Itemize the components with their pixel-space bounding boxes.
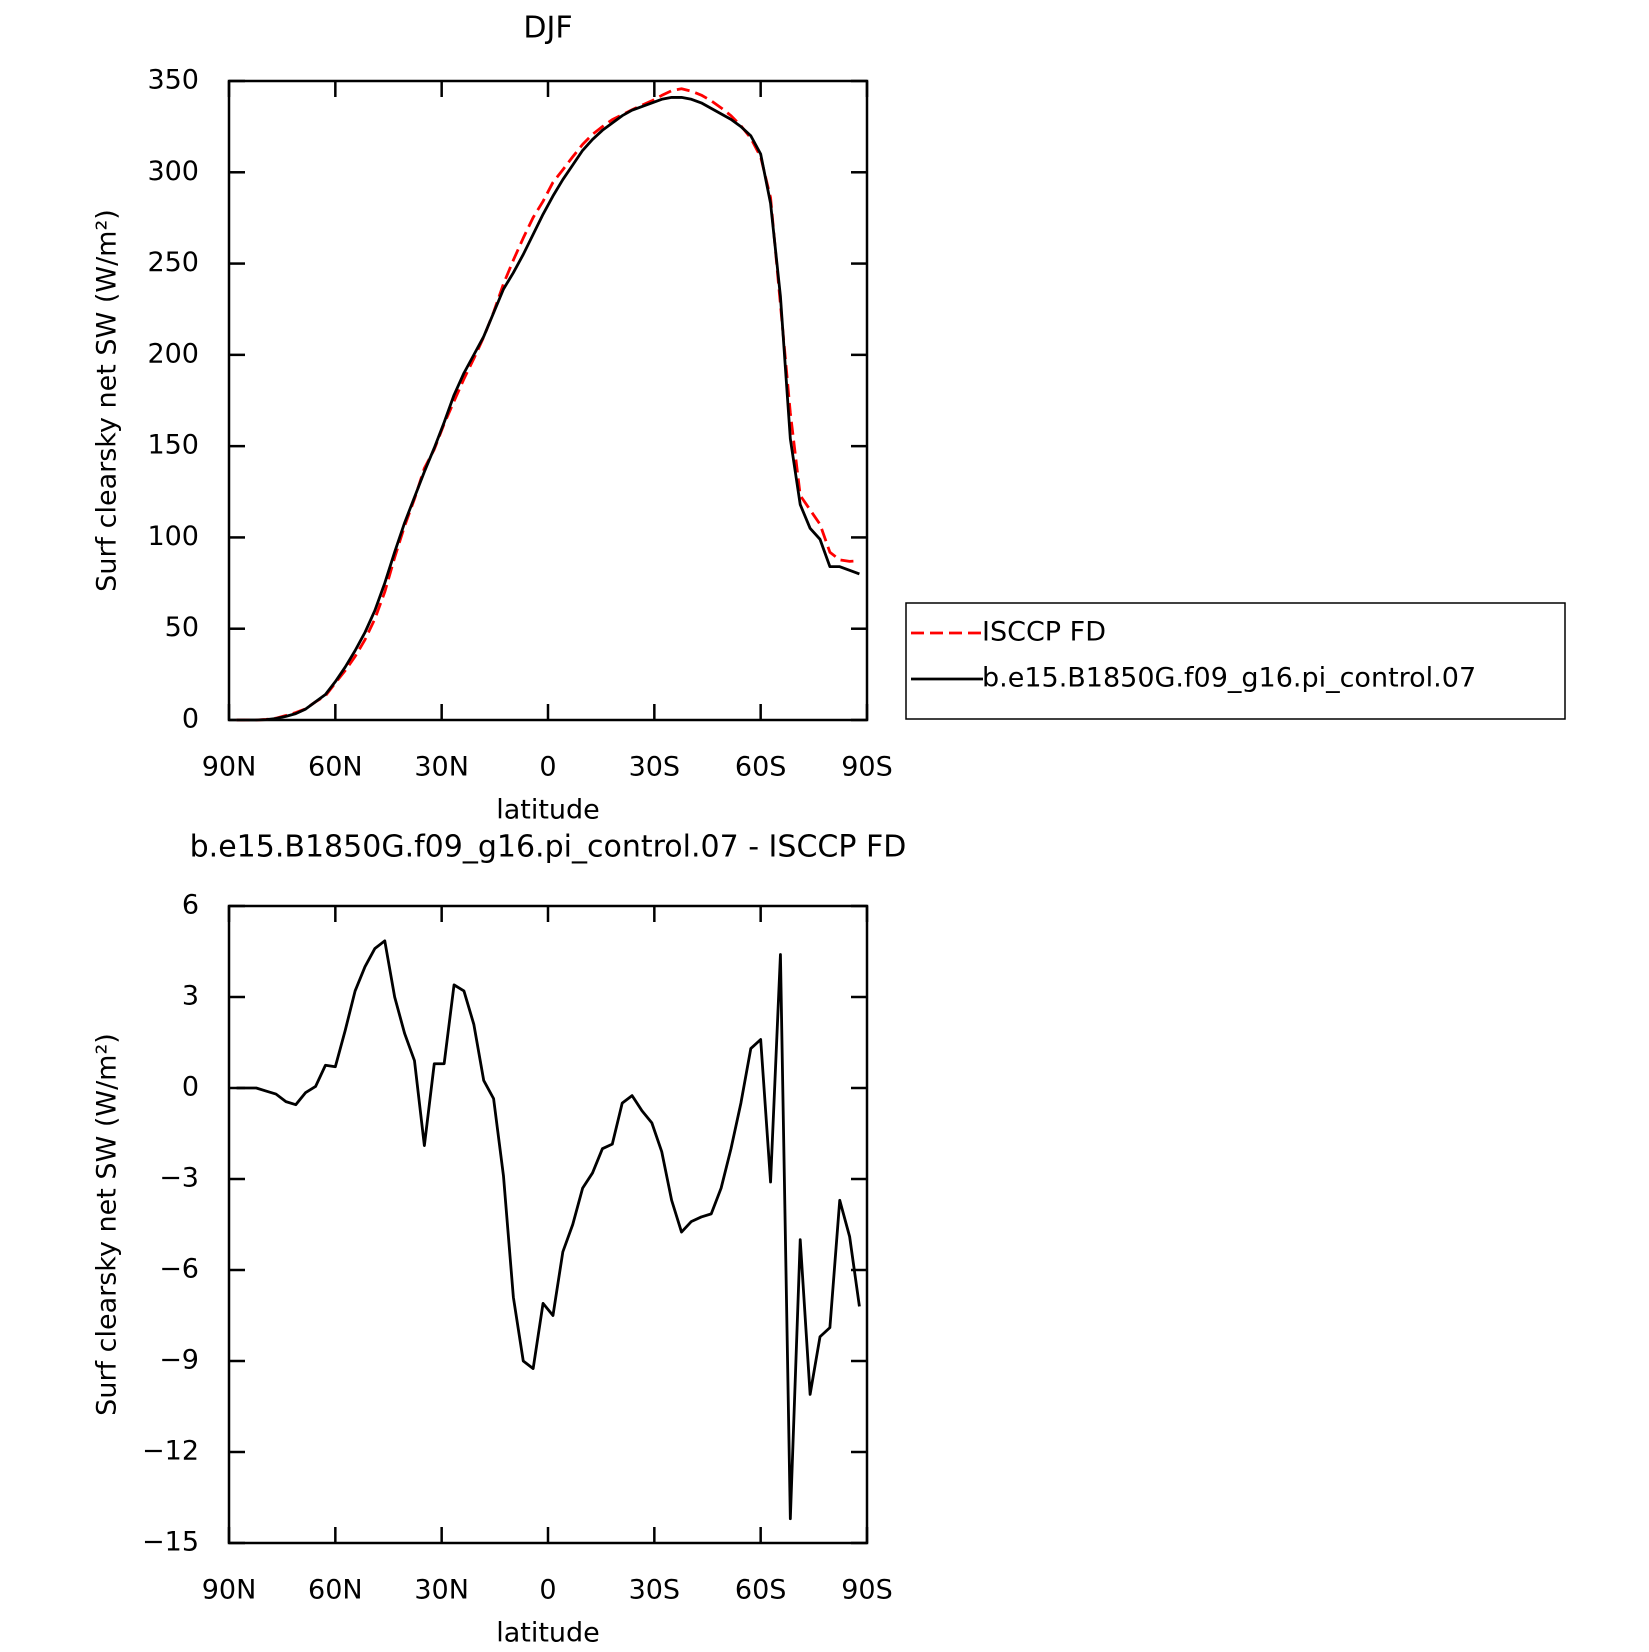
x-tick-label: 60N	[308, 1575, 363, 1606]
x-tick-label: 60S	[735, 1575, 787, 1606]
y-tick-label: 200	[147, 338, 199, 369]
y-tick-label: 3	[182, 981, 199, 1012]
y-axis-label: Surf clearsky net SW (W/m²)	[92, 209, 123, 592]
y-tick-label: −6	[159, 1254, 199, 1285]
y-tick-label: −15	[142, 1527, 199, 1558]
x-axis-label: latitude	[496, 1618, 600, 1649]
y-tick-label: 50	[165, 612, 199, 643]
y-tick-label: 150	[147, 430, 199, 461]
legend-label: ISCCP FD	[982, 617, 1106, 648]
x-tick-label: 30S	[629, 1575, 681, 1606]
y-tick-label: 350	[147, 65, 199, 96]
plot-frame	[227, 79, 869, 722]
legend-label: b.e15.B1850G.f09_g16.pi_control.07	[982, 663, 1476, 694]
plot-frame	[227, 904, 869, 1545]
x-tick-label: 0	[539, 1575, 556, 1606]
x-tick-label: 0	[539, 752, 556, 783]
y-tick-label: 300	[147, 156, 199, 187]
data-line	[236, 96, 860, 722]
x-tick-label: 90N	[202, 752, 257, 783]
y-tick-label: 0	[182, 1072, 199, 1103]
legend-box	[905, 602, 1566, 720]
x-tick-label: 90S	[841, 752, 893, 783]
x-tick-label: 90N	[202, 1575, 257, 1606]
y-tick-label: 6	[182, 890, 199, 921]
y-tick-label: 100	[147, 521, 199, 552]
y-tick-label: −3	[159, 1163, 199, 1194]
x-tick-label: 30S	[629, 752, 681, 783]
chart-title: DJF	[523, 11, 572, 46]
y-tick-label: −9	[159, 1345, 199, 1376]
y-tick-label: 0	[182, 704, 199, 735]
x-tick-label: 60N	[308, 752, 363, 783]
y-tick-label: 250	[147, 247, 199, 278]
x-tick-label: 30N	[414, 752, 469, 783]
x-tick-label: 60S	[735, 752, 787, 783]
y-axis-label: Surf clearsky net SW (W/m²)	[92, 1033, 123, 1416]
x-tick-label: 30N	[414, 1575, 469, 1606]
y-tick-label: −12	[142, 1436, 199, 1467]
data-line	[236, 939, 861, 1521]
chart-title: b.e15.B1850G.f09_g16.pi_control.07 - ISC…	[190, 830, 907, 865]
x-tick-label: 90S	[841, 1575, 893, 1606]
x-axis-label: latitude	[496, 795, 600, 826]
